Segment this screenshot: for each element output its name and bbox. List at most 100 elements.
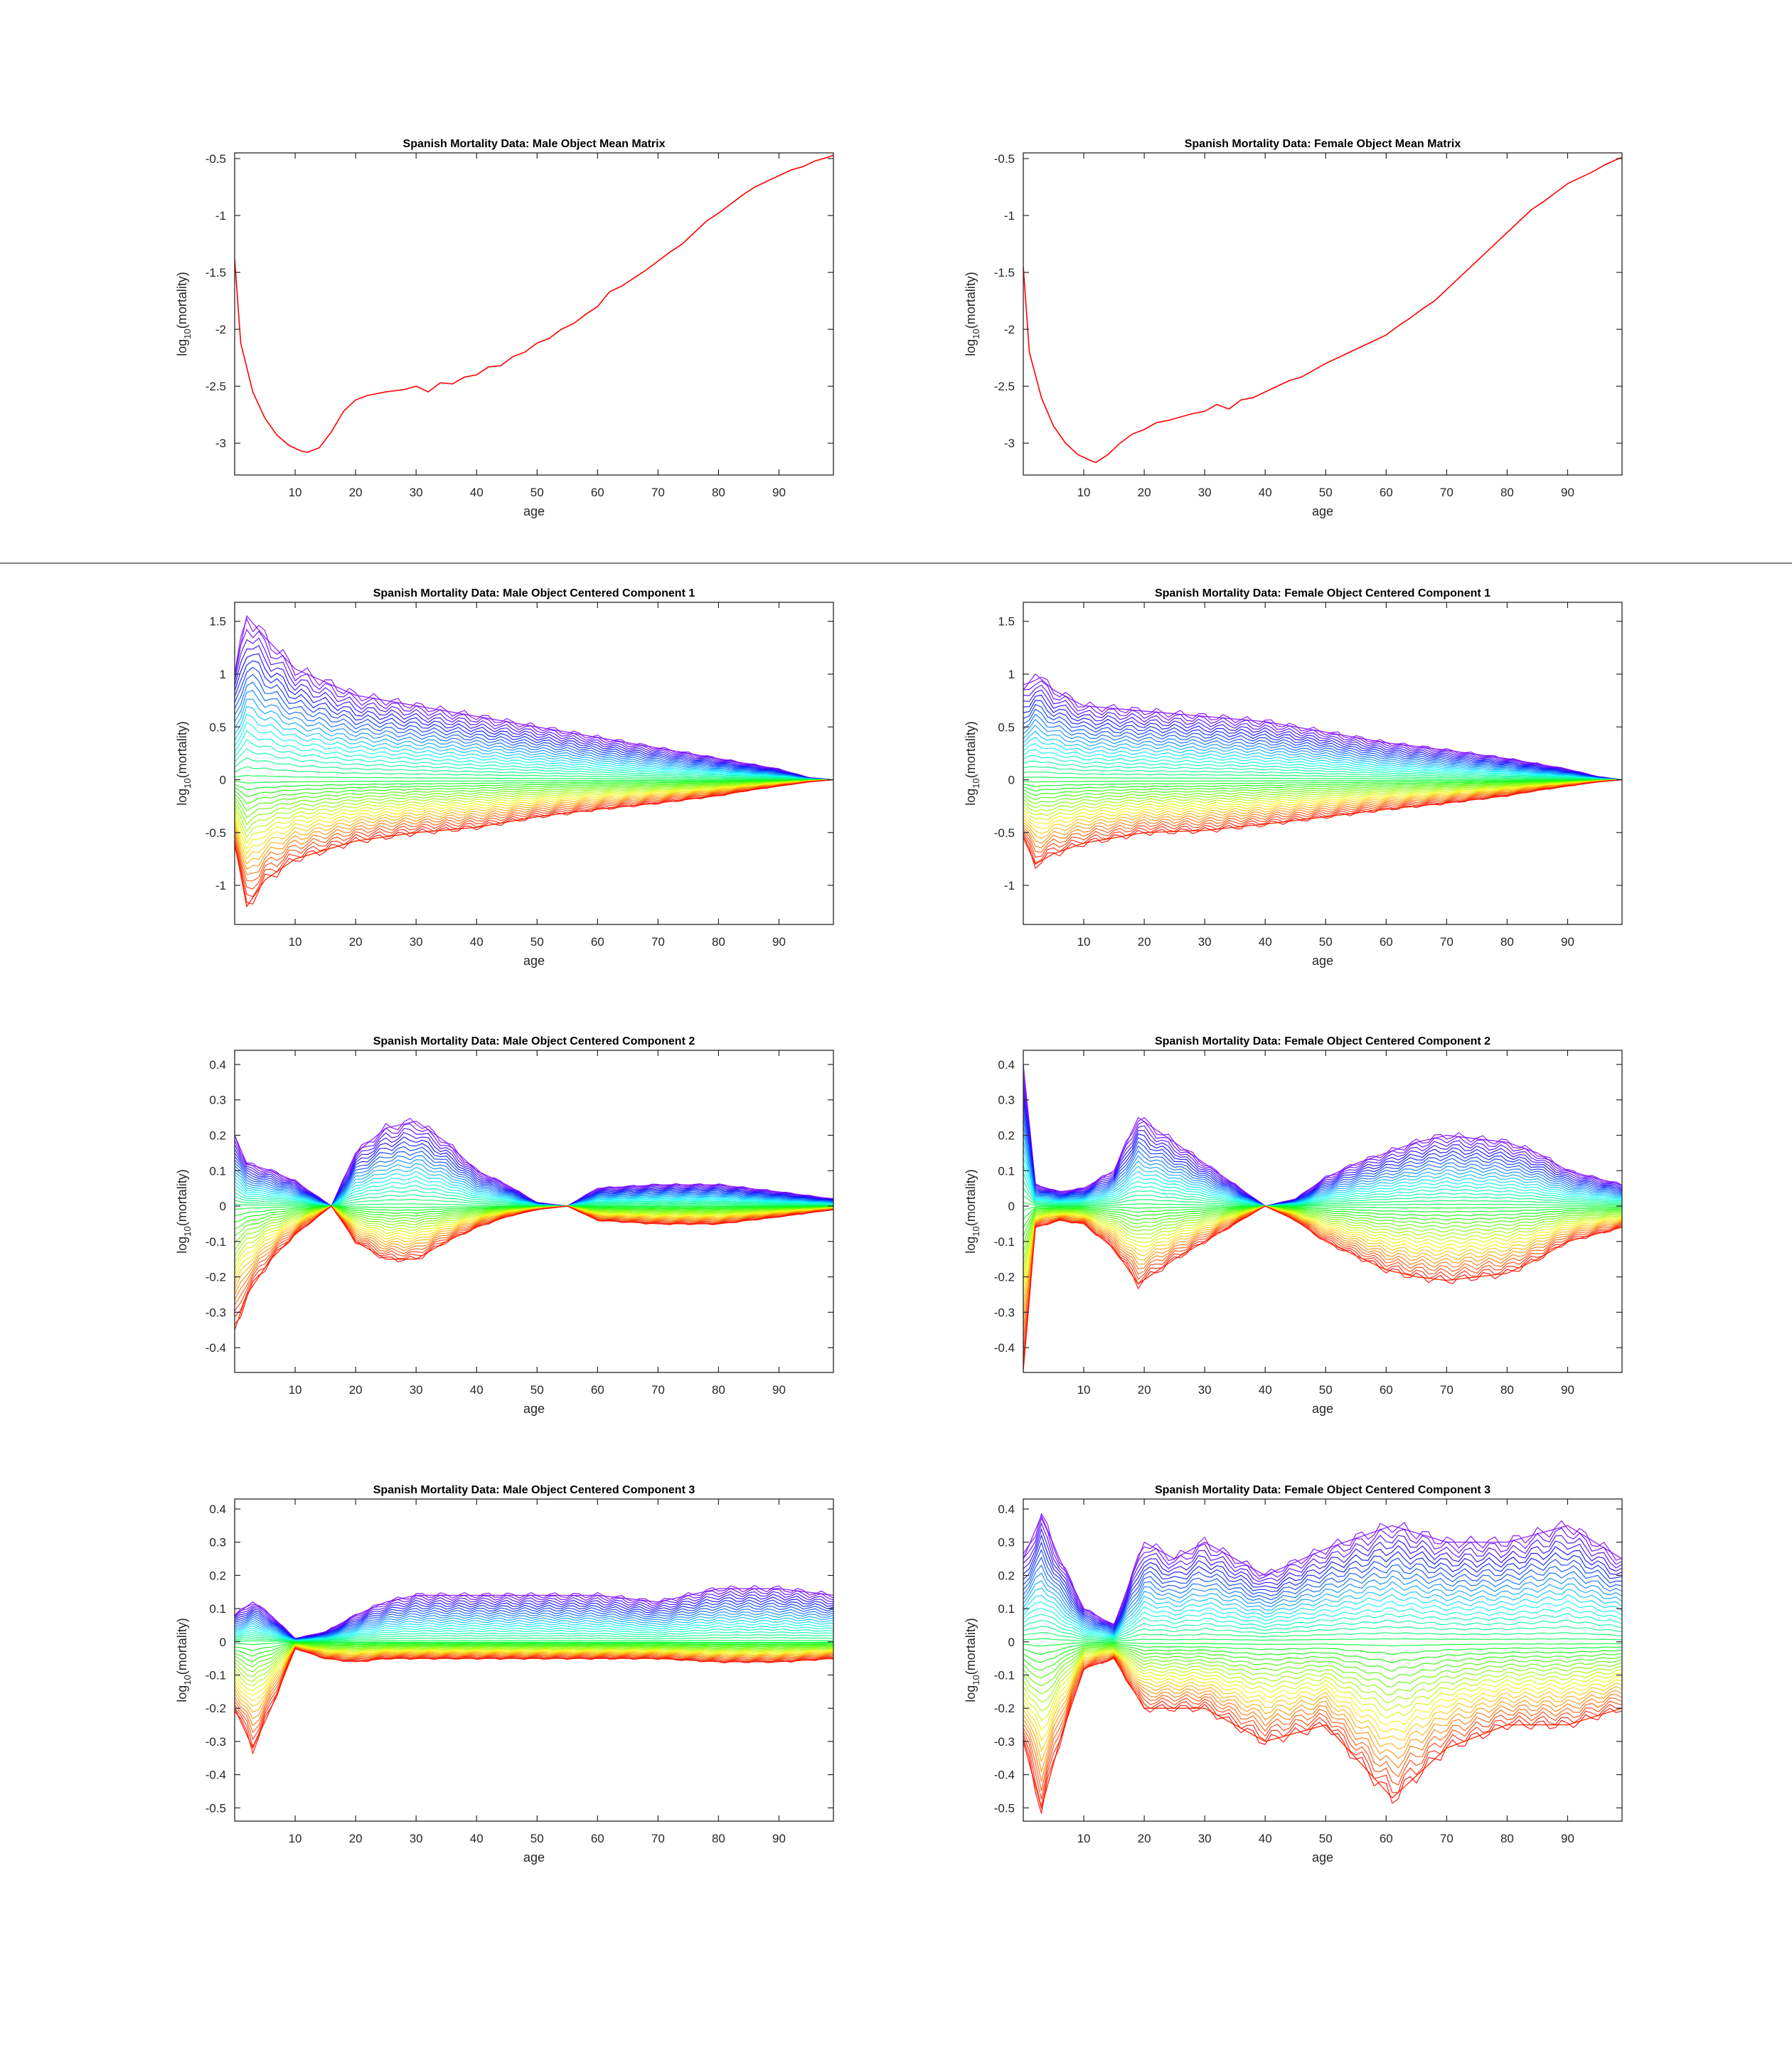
component-curve [235, 673, 833, 781]
x-tick-label: 10 [1077, 1832, 1091, 1845]
component-curve [235, 779, 833, 797]
y-tick-label: 1 [1008, 668, 1015, 681]
x-tick-label: 90 [1561, 1832, 1574, 1845]
x-tick-label: 10 [289, 1383, 302, 1397]
component-curve [235, 779, 833, 784]
x-tick-label: 30 [1198, 1383, 1212, 1397]
component-curve [1023, 1106, 1622, 1207]
component-curve [1023, 779, 1622, 853]
component-curve [235, 779, 833, 865]
component-curve [235, 774, 833, 781]
x-tick-label: 40 [470, 486, 484, 499]
x-tick-label: 80 [712, 935, 725, 949]
x-tick-label: 60 [1380, 486, 1393, 499]
component-curve [1023, 1133, 1622, 1207]
component-curve [1023, 1205, 1622, 1237]
component-curve [1023, 1656, 1622, 1807]
component-curve [1023, 694, 1622, 781]
component-curve [1023, 1548, 1622, 1631]
chart-title: Spanish Mortality Data: Female Object Ce… [1155, 587, 1490, 599]
x-axis-label: age [523, 1402, 545, 1416]
component-curve [1023, 1205, 1622, 1274]
y-tick-label: -3 [1004, 437, 1015, 450]
component-curve [1023, 1156, 1622, 1207]
x-tick-label: 50 [530, 486, 544, 499]
component-curve [1023, 1594, 1622, 1636]
x-tick-label: 20 [349, 486, 363, 499]
data-lines [235, 154, 833, 453]
x-tick-label: 60 [1380, 1383, 1393, 1397]
component-curve [1023, 1202, 1622, 1207]
component-curve [235, 779, 833, 804]
plot-area [235, 153, 833, 475]
component-curve [1023, 1534, 1622, 1629]
x-axis-label: age [523, 504, 545, 518]
component-curve [1023, 742, 1622, 781]
y-tick-label: 0.1 [998, 1164, 1015, 1178]
component-curve [1023, 725, 1622, 781]
component-curve [235, 1599, 833, 1641]
plot-area [235, 602, 833, 924]
x-axis-label: age [1312, 1402, 1333, 1416]
component-curve [235, 1584, 833, 1640]
component-curve [235, 1645, 833, 1702]
x-axis-label: age [1312, 1850, 1333, 1865]
x-tick-label: 80 [712, 1832, 725, 1845]
y-tick-label: -0.5 [206, 1801, 226, 1815]
component-curve [1023, 1652, 1622, 1752]
component-curve [235, 779, 833, 791]
x-tick-label: 50 [1319, 486, 1333, 499]
x-tick-label: 60 [591, 486, 604, 499]
component-curve [235, 779, 833, 905]
x-tick-label: 50 [1319, 935, 1333, 949]
x-tick-label: 30 [410, 935, 423, 949]
x-tick-label: 80 [1500, 1832, 1514, 1845]
component-curve [1023, 779, 1622, 849]
component-curve [235, 1637, 833, 1643]
y-tick-label: 0.3 [209, 1536, 226, 1550]
axes-frame [234, 152, 834, 476]
component-curve [1023, 779, 1622, 792]
component-curve [235, 766, 833, 781]
y-axis-label: log10(mortality) [175, 1618, 193, 1702]
component-curve [1023, 1643, 1622, 1664]
chart-panel-female-c3: 10 20 30 40 50 60 70 80 90 -0.5 -0.4 -0.3 -0.2 -0.1 0 0… [964, 1484, 1623, 1865]
component-curve [1023, 779, 1622, 783]
component-curve [235, 779, 833, 855]
component-curve [235, 660, 833, 781]
component-curve [1023, 1655, 1622, 1791]
x-tick-label: 20 [349, 1383, 363, 1397]
x-tick-label: 40 [1259, 486, 1272, 499]
component-curve [1023, 1205, 1622, 1211]
component-curve [1023, 1655, 1622, 1800]
y-tick-label: -0.5 [994, 826, 1015, 840]
x-axis-label: age [523, 954, 545, 968]
component-curve [235, 779, 833, 811]
component-curve [235, 681, 833, 781]
axes-frame [234, 1498, 834, 1822]
x-tick-label: 10 [289, 1832, 302, 1845]
y-tick-label: -0.2 [994, 1702, 1015, 1715]
axes-frame [1023, 1498, 1623, 1822]
component-curve [1023, 1096, 1622, 1207]
x-tick-label: 70 [651, 1832, 665, 1845]
axes-frame [234, 1050, 834, 1373]
component-curve [1023, 1173, 1622, 1207]
x-tick-label: 70 [651, 1383, 665, 1397]
data-lines [235, 1117, 833, 1330]
x-tick-label: 20 [1138, 1383, 1151, 1397]
y-tick-label: 1.5 [209, 615, 226, 629]
y-tick-label: -1 [215, 209, 226, 223]
y-tick-label: 0.3 [998, 1094, 1015, 1107]
y-tick-label: 0.4 [998, 1058, 1015, 1072]
x-tick-label: 90 [1561, 935, 1574, 949]
y-tick-label: 0.1 [209, 1164, 226, 1178]
x-tick-label: 50 [1319, 1383, 1333, 1397]
component-curve [235, 1647, 833, 1741]
x-tick-label: 40 [1259, 1832, 1272, 1845]
y-tick-label: 0.4 [998, 1503, 1015, 1516]
x-tick-label: 90 [772, 486, 786, 499]
x-tick-label: 40 [470, 935, 484, 949]
component-curve [1023, 708, 1622, 781]
component-curve [235, 1641, 833, 1651]
